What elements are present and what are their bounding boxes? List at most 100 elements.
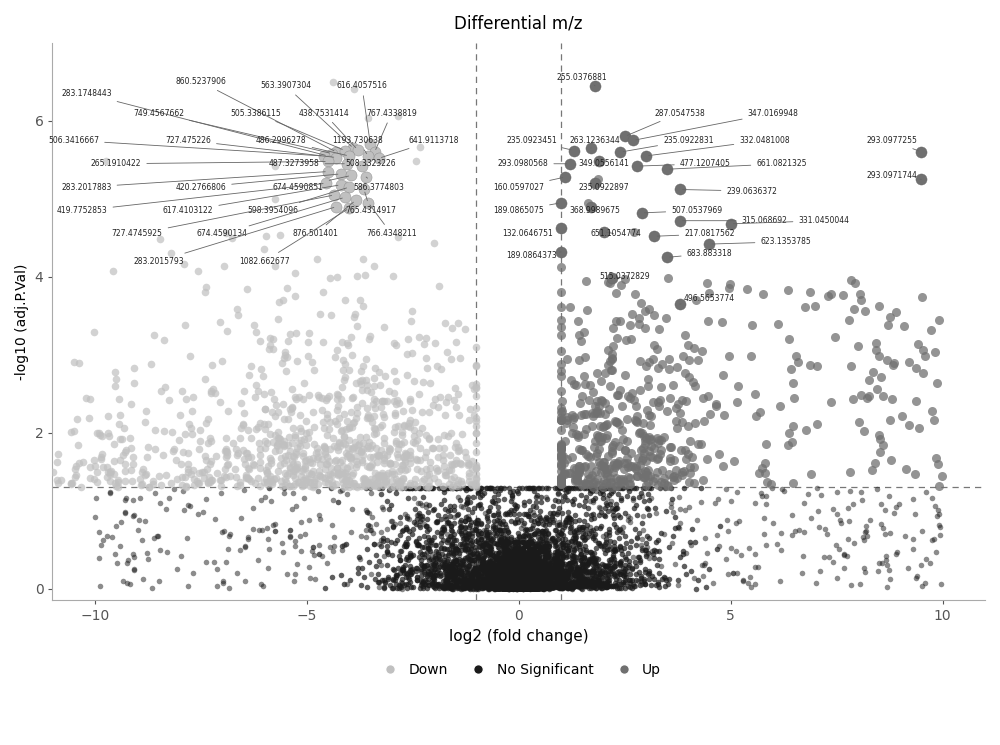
Point (504, 581, 520, 593)
Point (554, 582, 570, 594)
Point (295, 474, 311, 486)
Point (525, 577, 541, 589)
Point (380, 548, 396, 560)
Point (513, 575, 529, 587)
Point (385, 522, 401, 533)
Point (535, 583, 551, 595)
Point (501, 583, 517, 595)
Point (513, 574, 529, 586)
Point (637, 438, 653, 450)
Point (512, 579, 528, 591)
Point (526, 582, 542, 594)
Point (532, 580, 548, 592)
Point (494, 540, 510, 552)
Point (503, 573, 519, 585)
Point (686, 478, 702, 489)
Point (494, 582, 510, 594)
Point (513, 577, 529, 589)
Point (482, 548, 498, 560)
Point (502, 563, 518, 575)
Point (508, 559, 524, 571)
Point (377, 370, 393, 381)
Point (302, 572, 318, 584)
Point (558, 482, 574, 494)
Point (511, 574, 527, 586)
Point (312, 457, 328, 469)
Point (511, 576, 527, 588)
Point (507, 571, 523, 583)
Point (566, 543, 582, 555)
Point (520, 575, 536, 587)
Point (642, 451, 658, 463)
Point (500, 575, 516, 587)
Point (463, 482, 479, 494)
Point (497, 580, 513, 592)
Point (512, 568, 528, 580)
Point (374, 574, 390, 586)
Point (506, 565, 522, 577)
Point (520, 568, 536, 580)
Point (747, 561, 763, 573)
Point (507, 567, 523, 579)
Point (198, 557, 214, 568)
Point (545, 554, 561, 566)
Point (383, 536, 399, 548)
Point (479, 574, 495, 586)
Point (514, 576, 530, 588)
Point (250, 554, 266, 565)
Point (514, 576, 530, 588)
Point (103, 465, 119, 477)
Point (440, 431, 456, 443)
Point (503, 578, 519, 590)
Point (258, 473, 274, 485)
Point (525, 580, 541, 592)
Point (523, 578, 539, 590)
Point (444, 563, 460, 575)
Point (514, 581, 530, 593)
Point (551, 565, 567, 577)
Point (527, 579, 543, 591)
Point (500, 580, 516, 592)
Point (697, 557, 713, 569)
Point (494, 581, 510, 593)
Point (558, 486, 574, 498)
Point (520, 510, 536, 522)
Point (520, 577, 536, 589)
Point (568, 524, 584, 536)
Point (371, 539, 387, 551)
Point (498, 563, 514, 575)
Point (908, 362, 924, 374)
Point (553, 443, 569, 455)
Point (502, 582, 518, 594)
Point (550, 529, 566, 541)
Point (499, 557, 515, 568)
Point (524, 565, 540, 577)
Point (345, 142, 361, 154)
Point (531, 561, 547, 573)
Text: 331.0450044: 331.0450044 (733, 216, 849, 225)
Point (504, 580, 520, 592)
Point (366, 260, 382, 272)
Point (447, 382, 463, 394)
Point (511, 578, 527, 590)
Point (213, 487, 229, 499)
Point (450, 544, 466, 556)
Point (511, 580, 527, 592)
Point (516, 580, 532, 592)
Point (541, 519, 557, 530)
Point (552, 575, 568, 587)
Point (694, 559, 710, 571)
Point (499, 535, 515, 547)
Point (537, 549, 553, 561)
Point (525, 582, 541, 594)
Point (451, 547, 467, 559)
Point (509, 576, 525, 588)
Point (651, 567, 667, 579)
Point (213, 481, 229, 492)
Point (918, 486, 934, 498)
Point (523, 574, 539, 586)
Point (510, 571, 526, 583)
Point (476, 564, 492, 576)
Point (469, 579, 485, 591)
Point (468, 580, 484, 592)
